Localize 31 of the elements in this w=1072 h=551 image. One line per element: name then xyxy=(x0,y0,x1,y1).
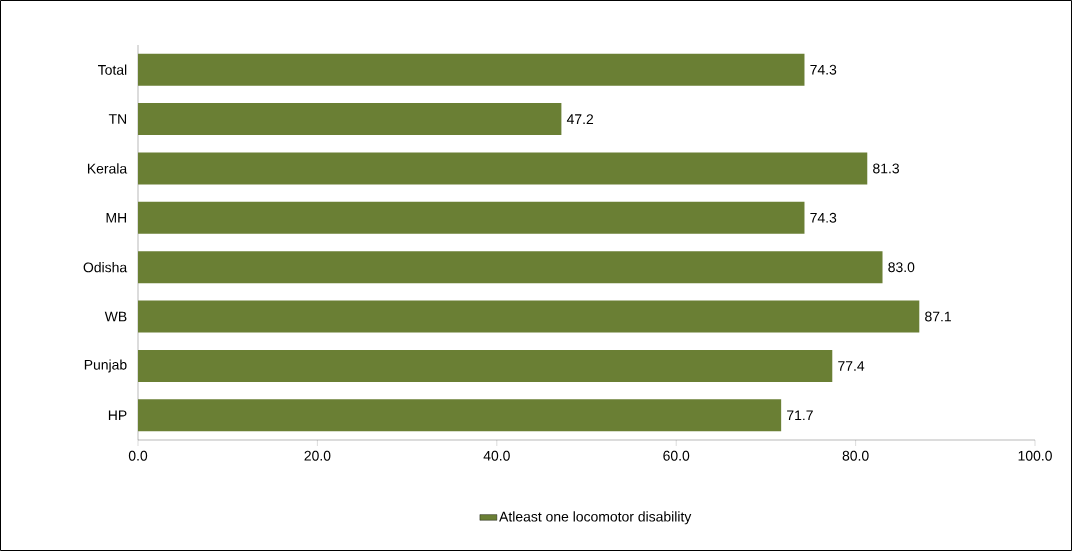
bar xyxy=(138,300,920,333)
x-tick-label: 80.0 xyxy=(842,450,869,461)
bar xyxy=(138,53,805,86)
data-label: 47.2 xyxy=(566,114,594,124)
data-label: 81.3 xyxy=(873,163,899,174)
data-label: 83.0 xyxy=(888,262,915,273)
x-tick-label: 40.0 xyxy=(483,450,510,461)
x-tick-label: 0.0 xyxy=(128,450,148,461)
y-tick-label: WB xyxy=(104,311,127,322)
x-tick-label: 100.0 xyxy=(1018,450,1052,461)
data-label: 77.4 xyxy=(838,361,865,371)
bar xyxy=(138,399,782,432)
bar xyxy=(138,251,883,284)
x-tick-label: 20.0 xyxy=(304,450,331,461)
y-tick-label: Odisha xyxy=(83,262,128,273)
bar xyxy=(138,201,805,234)
y-tick-label: MH xyxy=(106,213,127,223)
y-tick-label: Punjab xyxy=(84,359,127,373)
y-tick-label: Kerala xyxy=(87,163,128,174)
y-tick-label: TN xyxy=(108,114,127,124)
bar xyxy=(138,152,868,185)
data-label: 87.1 xyxy=(925,311,951,322)
data-label: 71.7 xyxy=(787,410,813,421)
bar xyxy=(138,103,562,136)
bar xyxy=(138,349,833,382)
legend-label: Atleast one locomotor disability xyxy=(499,511,692,525)
x-tick-label: 60.0 xyxy=(663,450,690,461)
y-tick-label: HP xyxy=(108,410,127,421)
data-label: 74.3 xyxy=(810,64,837,75)
data-label: 74.3 xyxy=(810,212,837,223)
y-tick-label: Total xyxy=(98,64,127,75)
